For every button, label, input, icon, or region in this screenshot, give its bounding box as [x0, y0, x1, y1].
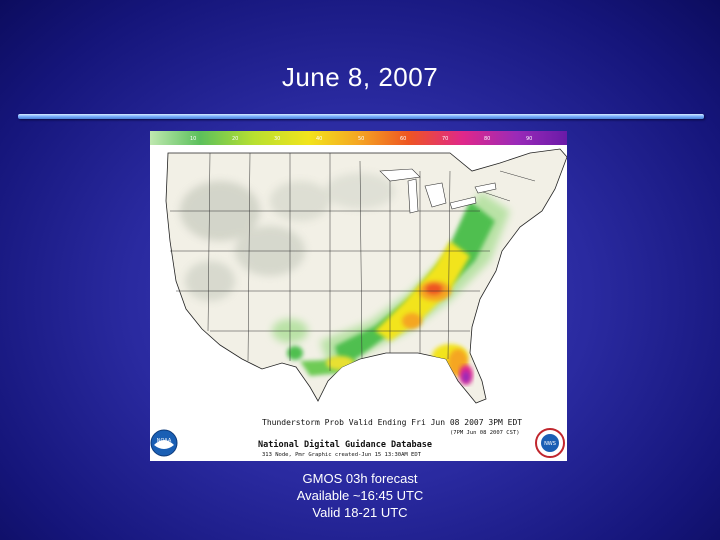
nws-logo: NWS: [535, 428, 565, 458]
title-divider: [18, 114, 704, 119]
great-lakes: [379, 168, 497, 214]
scale-label: 40: [316, 136, 322, 142]
state-boundaries: [170, 152, 536, 371]
scale-label: 10: [190, 136, 196, 142]
graphic-created-line: 313 Node, Pmr Graphic created-Jun 15 13:…: [262, 452, 422, 458]
database-title: National Digital Guidance Database: [258, 439, 432, 450]
slide-title: June 8, 2007: [281, 62, 439, 92]
valid-time-line: Thunderstorm Prob Valid Ending Fri Jun 0…: [262, 418, 522, 427]
caption-availability: Available ~16:45 UTC: [296, 488, 424, 503]
scale-label: 80: [484, 136, 490, 142]
scale-label: 30: [274, 136, 280, 142]
scale-label: 90: [526, 136, 532, 142]
scale-label: 20: [232, 136, 238, 142]
forecast-map-image: 10 20 30 40 50 60 70 80 90: [150, 131, 567, 461]
scale-labels: 10 20 30 40 50 60 70 80 90: [190, 136, 532, 142]
caption-model: GMOS 03h forecast: [302, 471, 418, 486]
noaa-logo: NOAA: [150, 429, 178, 457]
scale-label: 50: [358, 136, 364, 142]
scale-label: 60: [400, 136, 406, 142]
forecast-caption: GMOS 03h forecast Available ~16:45 UTC V…: [0, 470, 720, 521]
probability-color-scale: [150, 131, 567, 145]
nws-logo-text: NWS: [544, 441, 556, 447]
noaa-logo-text: NOAA: [157, 438, 172, 444]
caption-valid-window: Valid 18-21 UTC: [312, 505, 408, 520]
scale-label: 70: [442, 136, 448, 142]
local-time-line: (7PM Jun 08 2007 CST): [450, 430, 520, 436]
